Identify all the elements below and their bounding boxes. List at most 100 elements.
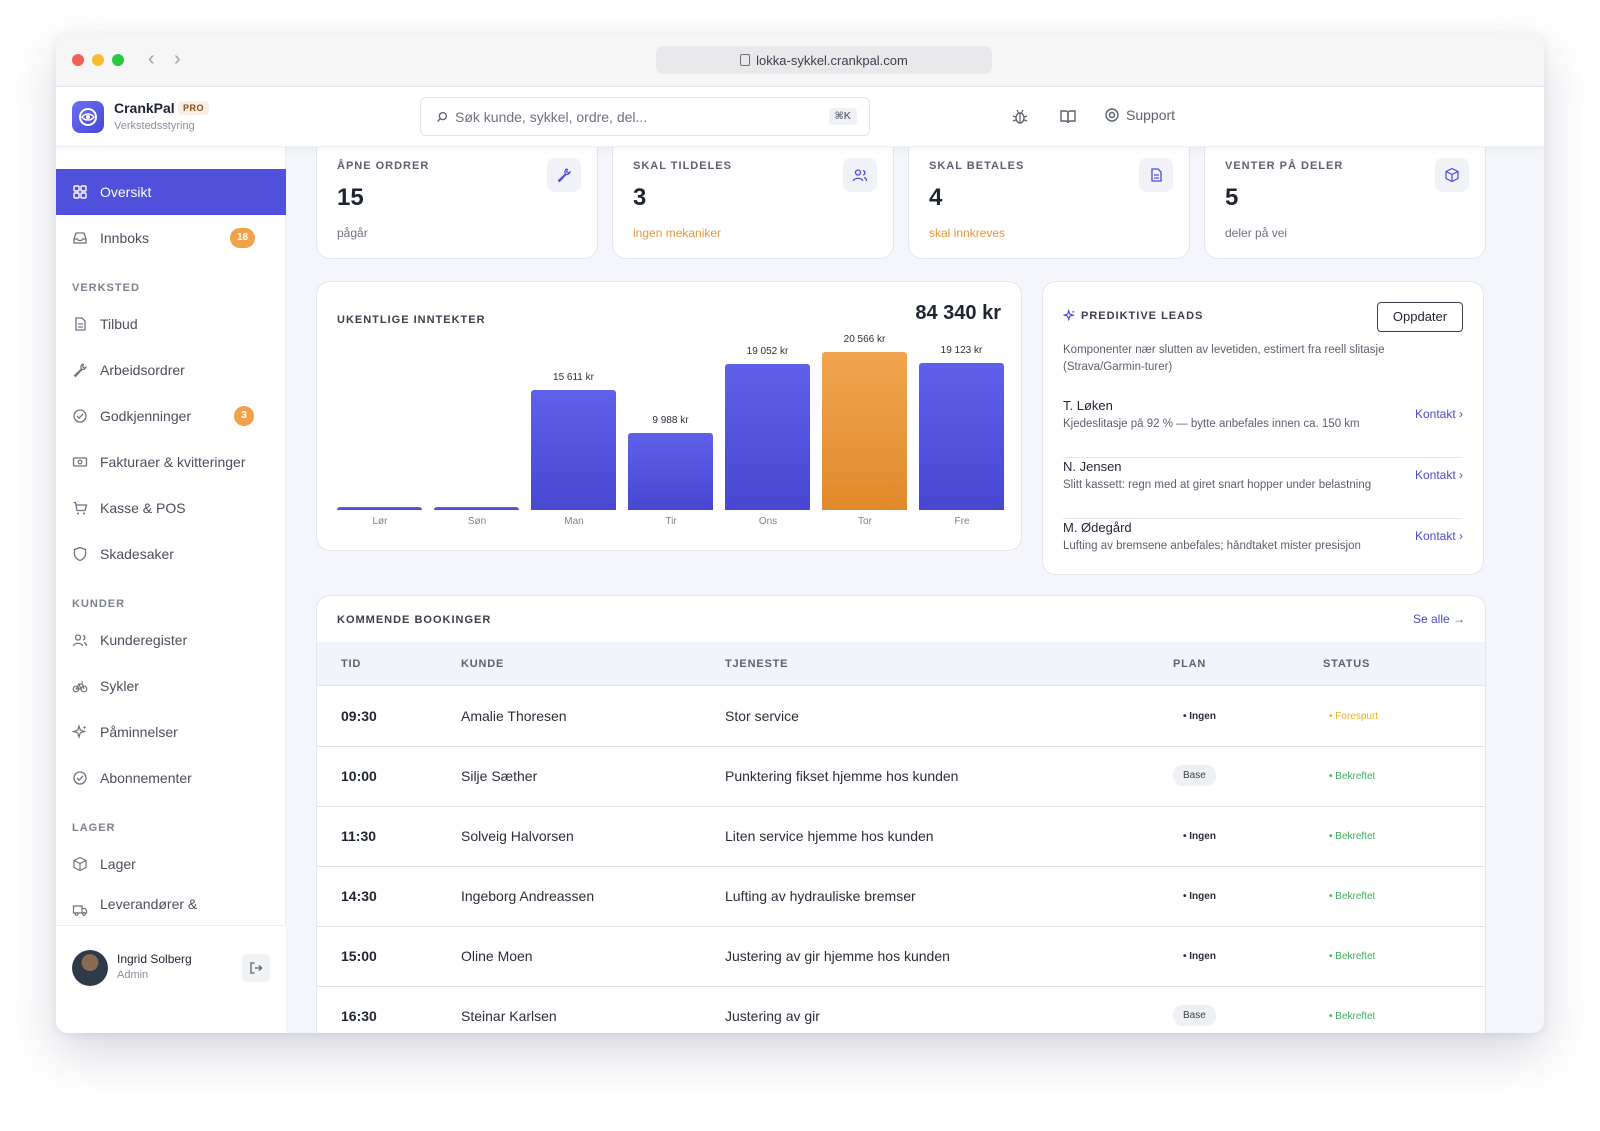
- user-profile: Ingrid Solberg Admin: [56, 925, 286, 1033]
- bar-tir[interactable]: [628, 433, 713, 510]
- refresh-leads-button[interactable]: Oppdater: [1377, 302, 1463, 332]
- table-row[interactable]: 10:00 Silje Sæther Punktering fikset hjemm…: [317, 747, 1485, 807]
- booking-service: Liten service hjemme hos kunden: [725, 828, 934, 844]
- see-all-link[interactable]: Se alle →: [1412, 612, 1465, 626]
- bar-fre[interactable]: [919, 363, 1004, 510]
- sidebar-item-innboks[interactable]: Innboks 18: [56, 215, 286, 261]
- contact-link[interactable]: Kontakt ›: [1414, 468, 1463, 482]
- sidebar-item-arbeidsordrer[interactable]: Arbeidsordrer: [56, 347, 286, 393]
- sidebar-item-tilbud[interactable]: Tilbud: [56, 301, 286, 347]
- minimize-window-button[interactable]: [92, 54, 104, 66]
- booking-service: Stor service: [725, 708, 799, 724]
- bar-value-label: 15 611 kr: [553, 372, 594, 383]
- bar-tor[interactable]: [822, 352, 907, 510]
- table-row[interactable]: 16:30 Steinar Karlsen Justering av gir Base…: [317, 987, 1485, 1033]
- sidebar-item-label: Oversikt: [100, 184, 152, 200]
- column-header[interactable]: STATUS: [1323, 658, 1371, 670]
- users-icon: [72, 634, 88, 647]
- close-window-button[interactable]: [72, 54, 84, 66]
- bike-icon: [72, 681, 88, 693]
- stat-label: SKAL BETALES: [929, 160, 1025, 172]
- book-icon[interactable]: [1058, 107, 1078, 127]
- wrench-icon: [557, 168, 571, 183]
- support-button[interactable]: Support: [1104, 107, 1175, 123]
- sidebar-item-kunderegister[interactable]: Kunderegister: [56, 617, 286, 663]
- lead-name: N. Jensen: [1063, 459, 1122, 474]
- logout-button[interactable]: [242, 954, 270, 982]
- stat-card-to-pay[interactable]: SKAL BETALES 4 skal innkreves: [908, 137, 1190, 259]
- sidebar-item-label: Tilbud: [100, 316, 138, 332]
- status-badge: • Bekreftet: [1329, 951, 1376, 962]
- brand-name: CrankPal: [114, 100, 175, 116]
- bug-icon[interactable]: [1010, 107, 1030, 127]
- crankpal-logo[interactable]: [72, 101, 104, 133]
- cart-icon: [73, 501, 88, 515]
- table-row[interactable]: 11:30 Solveig Halvorsen Liten service hjem…: [317, 807, 1485, 867]
- bar-value-label: 19 123 kr: [940, 345, 983, 356]
- check-circle-icon: [73, 771, 87, 785]
- sidebar-item-abonnementer[interactable]: Abonnementer: [56, 755, 286, 801]
- column-header[interactable]: TJENESTE: [725, 658, 789, 670]
- sidebar-item-sykler[interactable]: Sykler: [56, 663, 286, 709]
- wrench-icon: [73, 363, 87, 378]
- bar-ons[interactable]: [725, 364, 810, 510]
- booking-customer: Steinar Karlsen: [461, 1008, 557, 1024]
- sidebar-item-lager[interactable]: Lager: [56, 841, 286, 887]
- contact-link[interactable]: Kontakt ›: [1414, 407, 1463, 421]
- sidebar-item-skadesaker[interactable]: Skadesaker: [56, 531, 286, 577]
- booking-time: 14:30: [341, 888, 377, 904]
- sidebar-item-label: Godkjenninger: [100, 408, 192, 424]
- column-header[interactable]: PLAN: [1173, 658, 1207, 670]
- bar-category-label: Ons: [758, 516, 778, 527]
- sidebar-item-fakturaer[interactable]: Fakturaer & kvitteringer: [56, 439, 286, 485]
- bar-category-label: Tor: [858, 516, 872, 527]
- stat-card-open-orders[interactable]: ÅPNE ORDRER 15 pågår: [316, 137, 598, 259]
- sidebar-item-leverandorer[interactable]: Leverandører &: [56, 887, 286, 925]
- lead-name: M. Ødegård: [1063, 520, 1132, 535]
- contact-link[interactable]: Kontakt ›: [1414, 529, 1463, 543]
- back-arrow-icon[interactable]: ‹: [148, 48, 155, 70]
- booking-service: Justering av gir: [725, 1008, 820, 1024]
- stat-card-awaiting-parts[interactable]: VENTER PÅ DELER 5 deler på vei: [1204, 137, 1486, 259]
- global-search[interactable]: Søk kunde, sykkel, ordre, del... ⌘K: [420, 97, 870, 136]
- column-header[interactable]: KUNDE: [461, 658, 505, 670]
- avatar[interactable]: [72, 950, 108, 986]
- sidebar-item-oversikt[interactable]: Oversikt: [56, 169, 286, 215]
- url-text: lokka-sykkel.crankpal.com: [756, 52, 908, 68]
- support-label: Support: [1126, 107, 1176, 123]
- logout-icon: [250, 962, 263, 974]
- forward-arrow-icon[interactable]: ›: [174, 48, 181, 70]
- table-row[interactable]: 15:00 Oline Moen Justering av gir hjemme h…: [317, 927, 1485, 987]
- sidebar-item-label: Kasse & POS: [100, 500, 186, 516]
- sidebar-item-paminnelser[interactable]: Påminnelser: [56, 709, 286, 755]
- sparkle-icon: [1063, 309, 1076, 322]
- sidebar-item-kasse[interactable]: Kasse & POS: [56, 485, 286, 531]
- column-header[interactable]: TID: [341, 658, 362, 670]
- maximize-window-button[interactable]: [112, 54, 124, 66]
- bar-category-label: Fre: [954, 516, 970, 527]
- booking-customer: Solveig Halvorsen: [461, 828, 574, 844]
- lead-detail: Slitt kassett: regn med at giret snart h…: [1063, 479, 1372, 491]
- sidebar-item-godkjenninger[interactable]: Godkjenninger 3: [56, 393, 286, 439]
- bar-søn[interactable]: [434, 507, 519, 510]
- bar-man[interactable]: [531, 390, 616, 510]
- weekly-revenue-card: UKENTLIGE INNTEKTER 84 340 kr Lør Søn 15 6…: [316, 281, 1022, 551]
- bar-category-label: Søn: [467, 516, 487, 527]
- stat-label: SKAL TILDELES: [633, 160, 732, 172]
- status-badge: • Bekreftet: [1329, 891, 1376, 902]
- address-bar[interactable]: lokka-sykkel.crankpal.com: [656, 46, 992, 74]
- truck-icon: [72, 905, 88, 916]
- banknote-icon: [72, 457, 88, 467]
- status-badge: • Bekreftet: [1329, 831, 1376, 842]
- brand-subtitle: Verkstedsstyring: [114, 120, 195, 132]
- box-icon: [1445, 167, 1459, 183]
- document-icon: [75, 317, 86, 331]
- stat-card-to-assign[interactable]: SKAL TILDELES 3 ingen mekaniker: [612, 137, 894, 259]
- stat-icon: [547, 158, 581, 192]
- booking-service: Lufting av hydrauliske bremser: [725, 888, 916, 904]
- sidebar-item-label: Påminnelser: [100, 724, 178, 740]
- plan-badge: • Ingen: [1183, 891, 1216, 902]
- table-row[interactable]: 14:30 Ingeborg Andreassen Lufting av hydra…: [317, 867, 1485, 927]
- bar-lør[interactable]: [337, 507, 422, 510]
- table-row[interactable]: 09:30 Amalie Thoresen Stor service • Ingen •…: [317, 687, 1485, 747]
